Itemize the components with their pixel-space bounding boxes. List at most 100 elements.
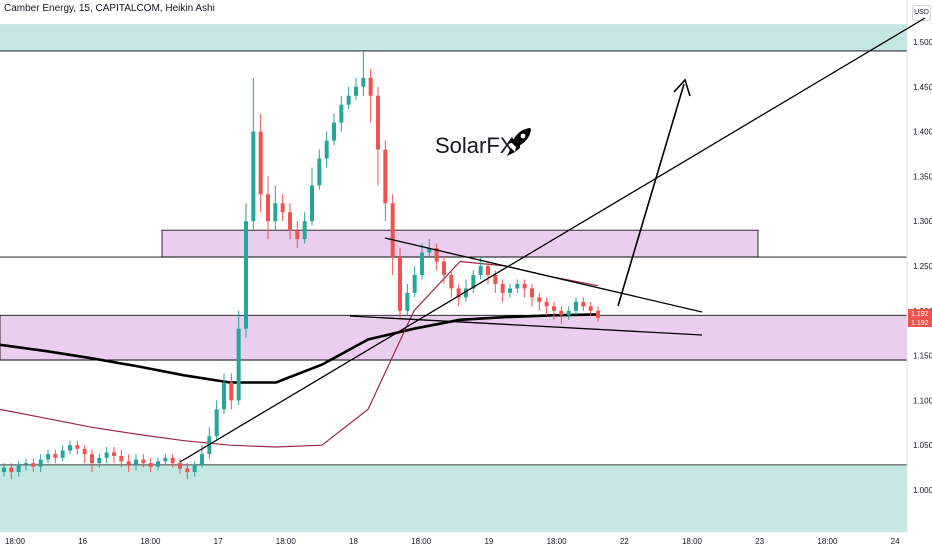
candle[interactable] <box>60 445 65 462</box>
candle[interactable] <box>588 301 593 316</box>
candle[interactable] <box>38 454 43 473</box>
candle[interactable] <box>251 77 256 231</box>
candle[interactable] <box>500 279 505 302</box>
trend-line-upper[interactable] <box>384 237 703 313</box>
candle[interactable] <box>119 449 124 468</box>
candle[interactable] <box>295 221 300 249</box>
candle[interactable] <box>16 461 21 477</box>
candle[interactable] <box>442 257 446 284</box>
candle[interactable] <box>9 463 14 480</box>
candle-body <box>134 459 138 465</box>
candle-body <box>588 306 593 311</box>
candle[interactable] <box>273 185 278 231</box>
candle[interactable] <box>317 149 322 190</box>
candle[interactable] <box>339 95 344 132</box>
candle-body <box>251 131 256 222</box>
candle[interactable] <box>141 454 146 468</box>
candle[interactable] <box>412 266 417 298</box>
candle[interactable] <box>178 458 182 474</box>
candle[interactable] <box>82 445 87 464</box>
candle[interactable] <box>24 458 28 471</box>
candle[interactable] <box>68 440 72 455</box>
moving-average-short-line[interactable] <box>0 260 599 448</box>
candle[interactable] <box>434 243 439 271</box>
candle[interactable] <box>471 270 476 293</box>
candle[interactable] <box>383 140 388 222</box>
candle[interactable] <box>185 463 190 480</box>
projection-arrow[interactable] <box>617 83 685 307</box>
candle[interactable] <box>170 454 175 468</box>
candle[interactable] <box>163 454 168 465</box>
candle[interactable] <box>361 50 366 96</box>
candle[interactable] <box>332 113 336 146</box>
zone-resistance-box[interactable] <box>161 229 759 258</box>
candle[interactable] <box>244 203 248 338</box>
candle[interactable] <box>530 283 534 307</box>
candle[interactable] <box>229 373 234 410</box>
candle[interactable] <box>2 463 6 477</box>
candle[interactable] <box>508 283 512 298</box>
candle[interactable] <box>559 306 564 325</box>
currency-badge[interactable]: USD <box>912 5 931 21</box>
candle[interactable] <box>398 248 402 320</box>
candle[interactable] <box>522 279 527 298</box>
candle[interactable] <box>464 279 468 302</box>
candle[interactable] <box>537 292 542 311</box>
candle[interactable] <box>258 113 263 213</box>
candle[interactable] <box>449 270 454 298</box>
candle[interactable] <box>112 446 116 464</box>
candle[interactable] <box>97 454 102 468</box>
candle[interactable] <box>405 283 410 316</box>
candle[interactable] <box>280 194 285 222</box>
candle[interactable] <box>354 77 358 101</box>
candle[interactable] <box>46 449 50 464</box>
moving-average-long-line[interactable] <box>0 313 599 384</box>
candle[interactable] <box>156 457 160 471</box>
candle-body <box>383 149 388 204</box>
zone-demand[interactable] <box>0 464 907 532</box>
candle[interactable] <box>544 297 549 316</box>
candle[interactable] <box>53 449 58 464</box>
zone-support-box[interactable] <box>0 314 908 361</box>
zone-supply[interactable] <box>0 24 907 51</box>
candle[interactable] <box>302 212 307 244</box>
candle[interactable] <box>376 86 380 186</box>
candle[interactable] <box>390 194 395 275</box>
candle[interactable] <box>515 279 520 293</box>
candle[interactable] <box>104 446 109 464</box>
candle[interactable] <box>456 283 461 307</box>
candle[interactable] <box>134 454 138 471</box>
candle-body <box>75 445 80 449</box>
candle[interactable] <box>596 306 600 322</box>
candle[interactable] <box>581 297 586 311</box>
candle[interactable] <box>574 297 578 316</box>
candle[interactable] <box>368 68 373 123</box>
candle[interactable] <box>266 176 270 240</box>
candle[interactable] <box>236 310 241 405</box>
candle-body <box>442 261 446 275</box>
candle[interactable] <box>75 440 80 455</box>
candle[interactable] <box>552 301 556 320</box>
candle[interactable] <box>192 461 197 477</box>
candle[interactable] <box>310 167 314 226</box>
candle[interactable] <box>420 243 424 280</box>
candle-body <box>522 283 527 289</box>
candle-body <box>390 203 395 258</box>
candle-body <box>515 283 520 289</box>
price-tick-label: 1.250 <box>913 262 932 271</box>
candle[interactable] <box>288 203 292 240</box>
candle[interactable] <box>486 261 490 284</box>
candle[interactable] <box>214 400 219 441</box>
candle[interactable] <box>566 306 571 320</box>
candle[interactable] <box>148 458 153 473</box>
trend-line-lower[interactable] <box>349 315 703 336</box>
candle[interactable] <box>222 373 226 414</box>
candle[interactable] <box>324 131 329 168</box>
candle[interactable] <box>90 449 94 473</box>
candle[interactable] <box>346 86 351 110</box>
candle[interactable] <box>31 458 36 473</box>
trend-line-main[interactable] <box>179 17 926 463</box>
candle[interactable] <box>126 454 131 473</box>
